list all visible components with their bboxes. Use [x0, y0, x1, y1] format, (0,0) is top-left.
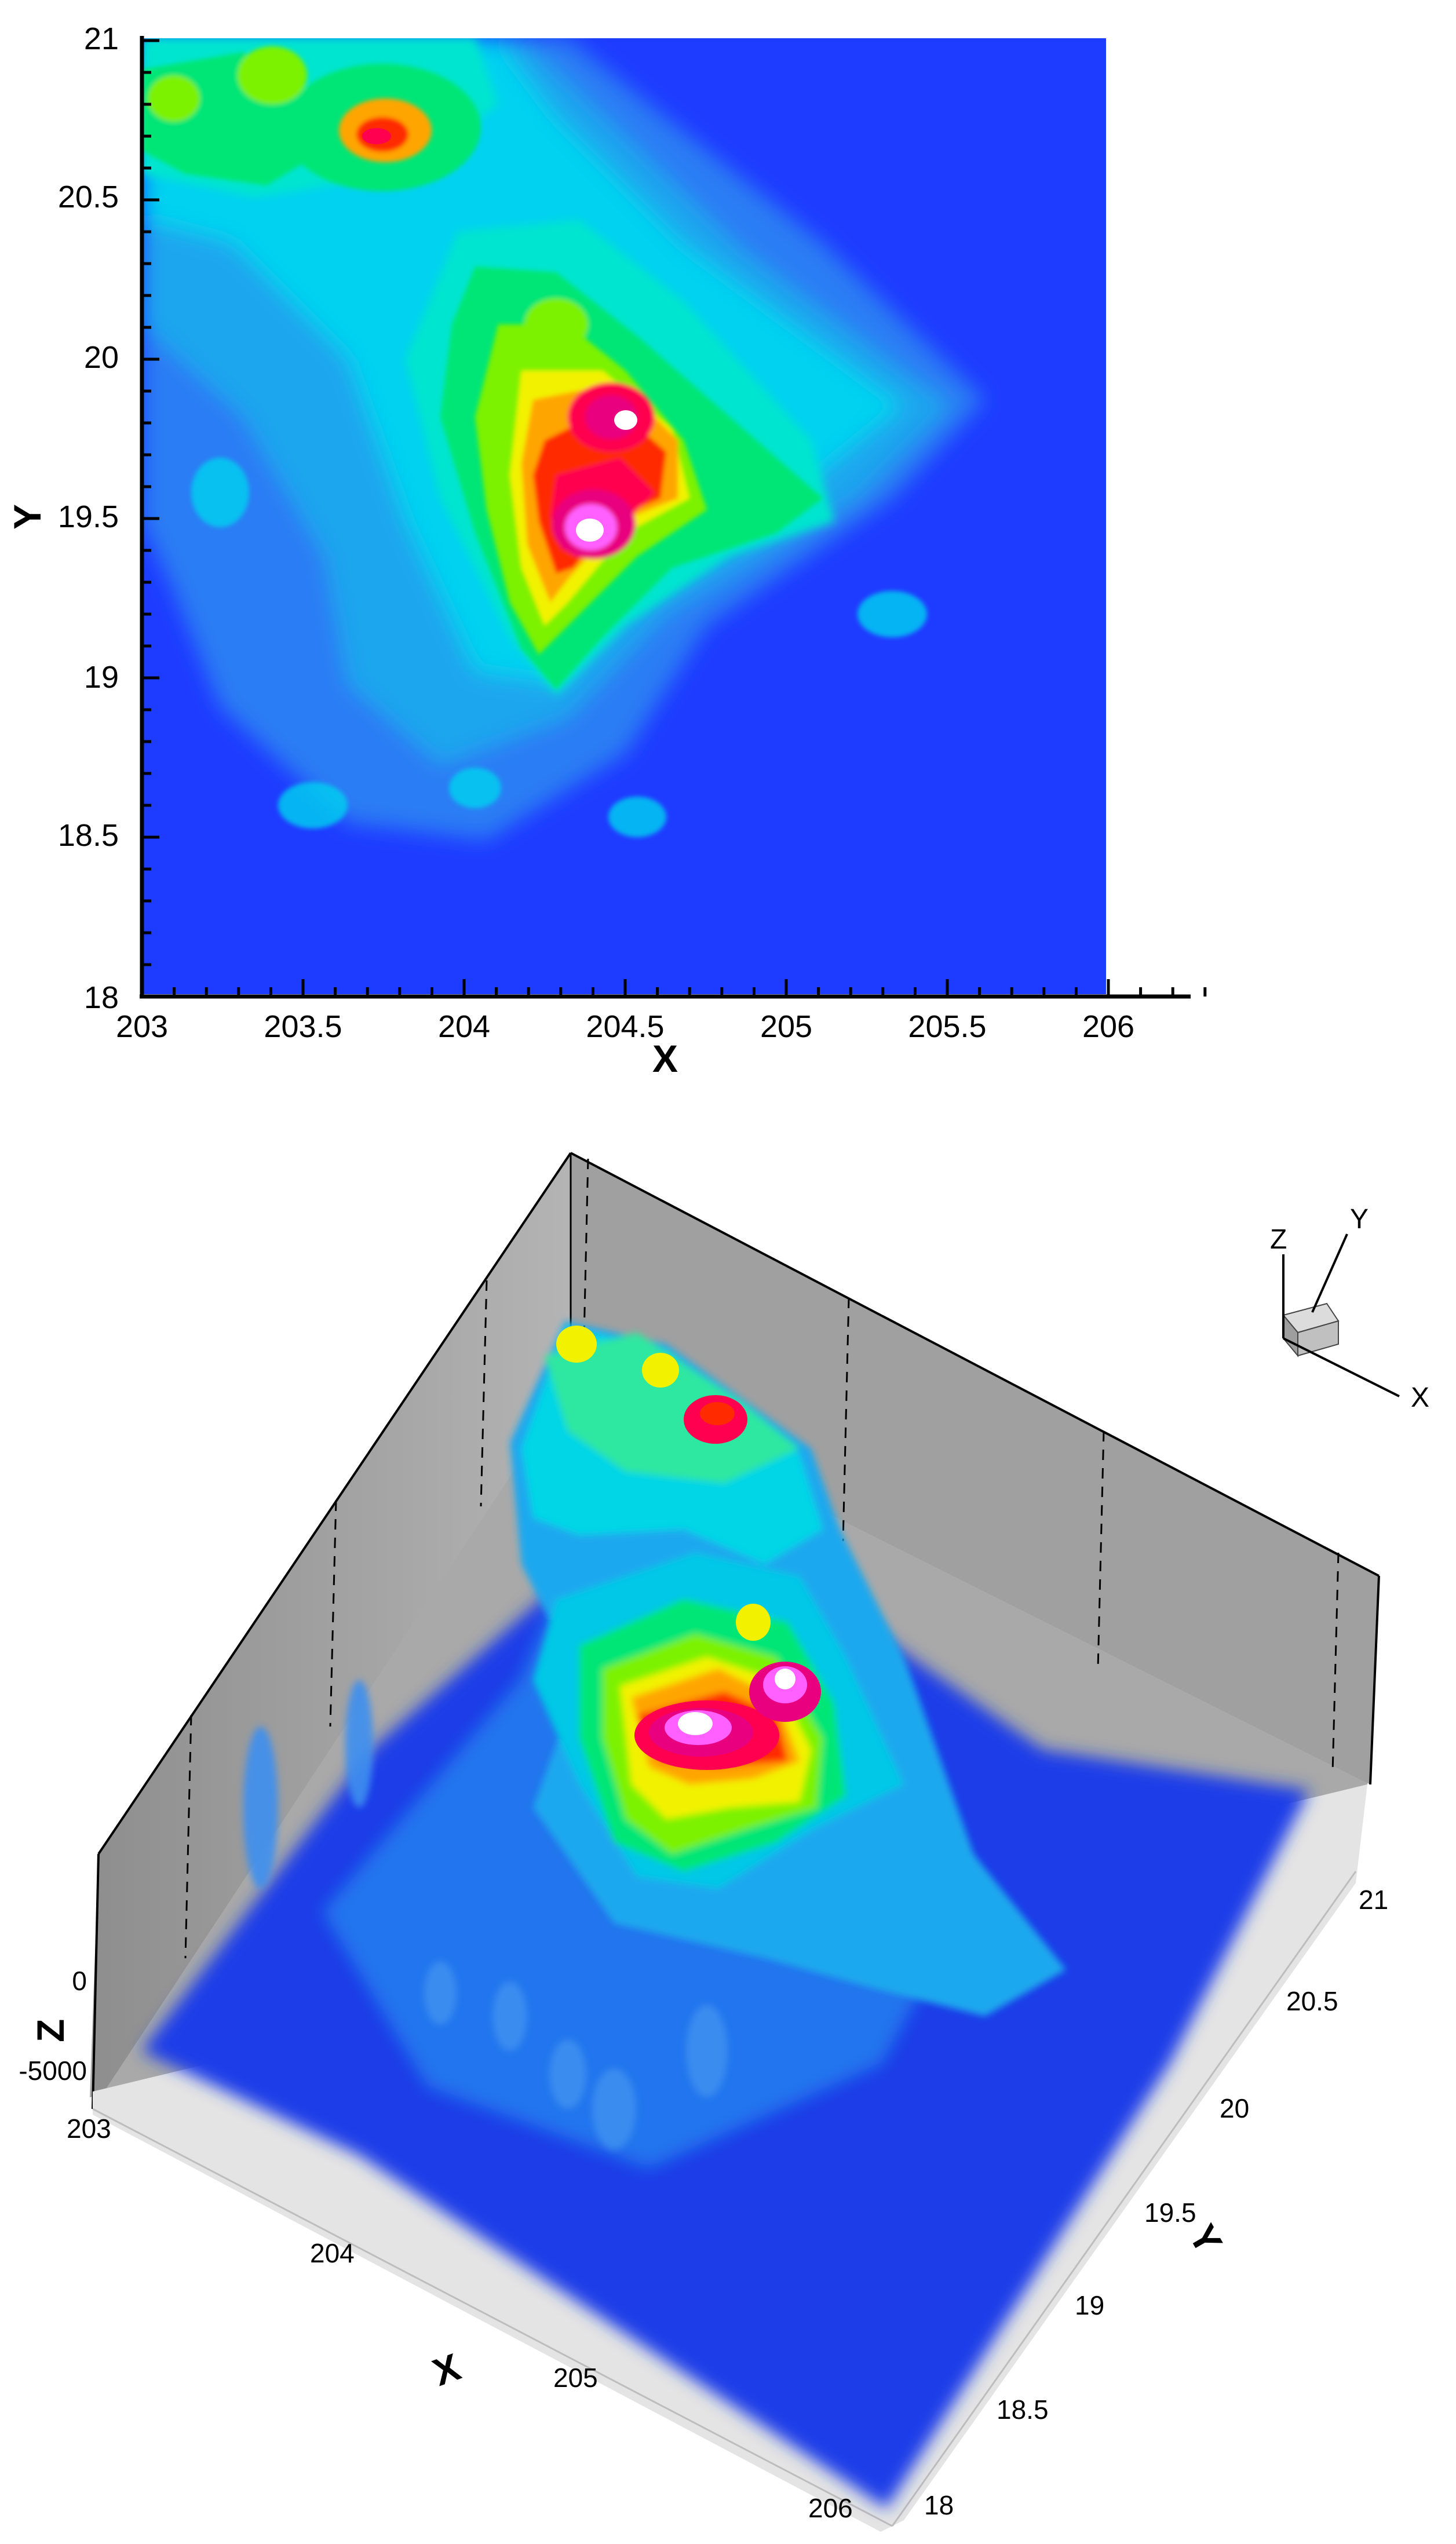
x-tick-label: 203: [116, 1009, 168, 1044]
contour-y-tick-labels: 18 18.5 19 19.5 20 20.5 21: [58, 21, 119, 1015]
y-tick-label: 18.5: [997, 2395, 1049, 2425]
y-tick-label: 21: [1359, 1885, 1388, 1915]
y-tick-label: 19: [1075, 2290, 1104, 2320]
surface-x-tick-labels: 203 204 205 206: [67, 2114, 853, 2523]
z-tick-label: -5000: [19, 2056, 87, 2086]
x-tick-label: 204: [310, 2238, 355, 2268]
surface-z-tick-labels: 0 -5000: [19, 1966, 87, 2086]
y-axis-title: Y: [6, 504, 49, 530]
surface-y-tick-labels: 18 18.5 19 19.5 20 20.5 21: [924, 1885, 1388, 2520]
y-tick-label: 19.5: [1144, 2198, 1196, 2228]
y-tick-label: 20.5: [1286, 1986, 1338, 2016]
x-tick-label: 203.5: [264, 1009, 342, 1044]
x-tick-label: 204: [438, 1009, 490, 1044]
triad-z-label: Z: [1270, 1224, 1287, 1255]
x-tick-label: 205: [760, 1009, 812, 1044]
x-axis-title: X: [652, 1037, 678, 1080]
y-tick-label: 18.5: [58, 818, 119, 853]
x-tick-label: 205: [553, 2363, 598, 2393]
x-tick-label: 206: [808, 2493, 853, 2523]
y-tick-label: 19.5: [58, 499, 119, 534]
y-tick-label: 20: [1220, 2093, 1249, 2123]
x-tick-label: 203: [67, 2114, 111, 2144]
contour-field: [142, 38, 1106, 994]
x-tick-label: 204.5: [586, 1009, 664, 1044]
y-tick-label: 18: [924, 2490, 954, 2520]
y-tick-label: 19: [84, 660, 119, 695]
contour-ticks: [140, 39, 1207, 998]
surface-z-axis-title: Z: [29, 2019, 72, 2042]
y-tick-label: 20: [84, 340, 119, 375]
contour-chart: 203 203.5 204 204.5 205 205.5 206 18 18.…: [6, 21, 1207, 1080]
x-tick-label: 206: [1082, 1009, 1134, 1044]
y-tick-label: 20.5: [58, 180, 119, 214]
triad-x-label: X: [1411, 1382, 1429, 1413]
surface-chart: 203 204 205 206 18 18.5 19 19.5 20 20.5 …: [19, 1152, 1429, 2532]
triad-y-label: Y: [1350, 1204, 1369, 1235]
contour-x-tick-labels: 203 203.5 204 204.5 205 205.5 206: [116, 1009, 1134, 1044]
y-tick-label: 21: [84, 21, 119, 56]
y-tick-label: 18: [84, 980, 119, 1015]
surface-x-axis-title: X: [427, 2345, 466, 2394]
surface-body: [142, 1321, 1309, 2509]
x-tick-label: 205.5: [908, 1009, 986, 1044]
orientation-triad: X Y Z: [1270, 1204, 1429, 1413]
z-tick-label: 0: [72, 1966, 87, 1996]
